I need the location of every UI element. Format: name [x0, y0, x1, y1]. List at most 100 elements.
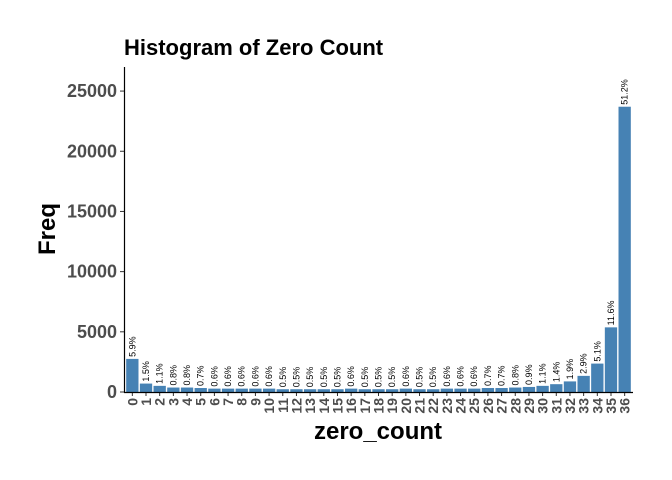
bar — [358, 389, 371, 392]
x-tick-label: 35 — [603, 398, 619, 414]
bar — [577, 375, 590, 392]
bar-value-label: 5.1% — [592, 341, 602, 362]
bar — [208, 388, 221, 392]
bar — [290, 389, 303, 392]
x-tick-label: 33 — [576, 398, 592, 414]
bar-value-label: 2.9% — [579, 353, 589, 374]
x-tick-label: 16 — [343, 398, 359, 414]
x-tick-label: 11 — [275, 398, 291, 413]
x-tick-label: 5 — [193, 398, 209, 406]
bar-value-label: 0.8% — [168, 365, 178, 386]
bar — [153, 385, 166, 392]
bar — [550, 384, 563, 392]
x-tick-label: 36 — [617, 398, 633, 414]
chart-title: Histogram of Zero Count — [124, 35, 384, 60]
bar-labels: 5.9%1.5% 1.1% 0.8% 0.8% 0.7% 0.6% 0.6% 0.6% 0.6%… — [127, 79, 629, 387]
x-tick-label: 26 — [480, 398, 496, 414]
bar — [235, 388, 248, 392]
x-tick-label: 29 — [521, 398, 537, 414]
bar-value-label: 1.9% — [565, 359, 575, 380]
bar — [249, 388, 262, 392]
bar-value-label: 0.6% — [223, 366, 233, 387]
bar — [386, 389, 399, 392]
bar-value-label: 0.5% — [332, 367, 342, 388]
bar-value-label: 0.8% — [510, 365, 520, 386]
bar-value-label: 0.5% — [305, 367, 315, 388]
x-tick-label: 28 — [507, 398, 523, 414]
bar — [495, 388, 508, 392]
bar — [604, 327, 618, 392]
x-tick-label: 7 — [220, 398, 236, 406]
x-tick-label: 34 — [589, 398, 605, 414]
x-tick-label: 6 — [206, 398, 222, 406]
bar-value-label: 0.5% — [278, 367, 288, 388]
bar — [317, 389, 330, 392]
y-axis-title: Freq — [34, 203, 61, 255]
bar-value-label: 0.5% — [387, 367, 397, 388]
x-tick-label: 0 — [124, 398, 140, 406]
bar — [536, 385, 549, 392]
bar-value-label: 0.7% — [196, 366, 206, 387]
bar — [509, 387, 522, 392]
x-tick-label: 9 — [247, 398, 263, 406]
bar — [262, 388, 276, 392]
x-axis-title: zero_count — [314, 418, 442, 445]
bar-value-label: 0.5% — [360, 367, 370, 388]
bar-value-label: 0.7% — [483, 366, 493, 387]
bar-value-label: 0.8% — [182, 365, 192, 386]
bar-value-label: 0.6% — [209, 366, 219, 387]
bar — [481, 388, 495, 392]
bar — [440, 388, 454, 392]
bar-value-label: 11.6% — [606, 301, 616, 326]
bar — [276, 389, 289, 392]
bar — [303, 389, 317, 392]
bar — [591, 363, 604, 392]
x-tick-label: 19 — [384, 398, 400, 414]
bar-value-label: 5.9% — [127, 336, 137, 357]
bar-value-label: 0.6% — [346, 366, 356, 387]
x-tick-label: 25 — [466, 398, 482, 414]
bar-value-label: 0.9% — [524, 364, 534, 385]
bar-value-label: 0.5% — [374, 367, 384, 388]
x-tick-label: 31 — [548, 398, 564, 414]
bar-value-label: 1.1% — [538, 363, 548, 384]
bar — [126, 358, 139, 392]
y-tick-label: 15000 — [67, 201, 117, 221]
bar — [563, 381, 577, 392]
y-tick-label: 10000 — [67, 262, 117, 282]
bar-value-label: 0.6% — [250, 366, 260, 387]
bar-value-label: 0.6% — [469, 366, 479, 387]
bar — [399, 388, 413, 392]
x-axis: 0123456789101112131415161718192021222324… — [124, 392, 633, 414]
bar-value-label: 0.6% — [442, 366, 452, 387]
x-tick-label: 23 — [439, 398, 455, 414]
bar-value-label: 1.5% — [141, 361, 151, 382]
bar — [344, 388, 358, 392]
x-tick-label: 24 — [453, 398, 469, 414]
bar-value-label: 1.1% — [155, 363, 165, 384]
y-tick-label: 20000 — [67, 141, 117, 161]
bar — [180, 387, 194, 392]
x-tick-label: 12 — [288, 398, 304, 414]
x-tick-label: 27 — [494, 398, 510, 414]
bar-value-label: 0.5% — [319, 367, 329, 388]
bar — [372, 389, 385, 392]
y-tick-label: 5000 — [77, 322, 117, 342]
bar — [454, 388, 467, 392]
bar-value-label: 0.6% — [264, 366, 274, 387]
bar-value-label: 0.6% — [237, 366, 247, 387]
bar — [139, 383, 153, 392]
x-tick-label: 32 — [562, 398, 578, 414]
x-tick-label: 22 — [425, 398, 441, 414]
bar — [468, 388, 481, 392]
bar-value-label: 0.5% — [428, 367, 438, 388]
bar — [427, 389, 440, 392]
x-tick-label: 17 — [357, 398, 373, 414]
x-tick-label: 15 — [329, 398, 345, 414]
y-axis: 0 5000 10000 15000 20000 25000 — [67, 81, 124, 402]
bar — [194, 388, 207, 392]
bar — [221, 388, 235, 392]
x-tick-label: 3 — [165, 398, 181, 406]
y-tick-label: 25000 — [67, 81, 117, 101]
bar — [331, 389, 344, 392]
